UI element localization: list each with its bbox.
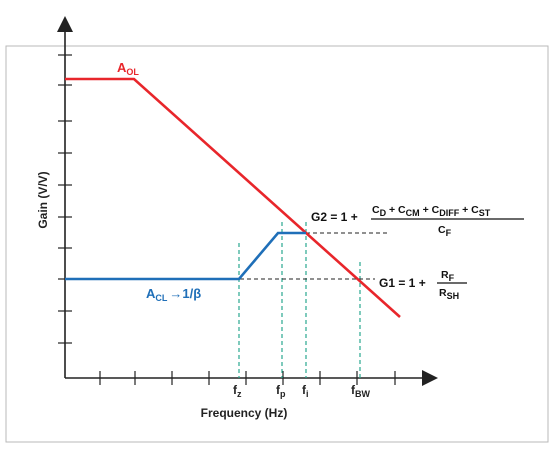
g1-equation: G1 = 1 + RF RSH	[379, 269, 467, 301]
g2-lhs: G2 = 1 +	[311, 210, 358, 224]
y-axis-label: Gain (V/V)	[36, 171, 50, 228]
x-axis-label: Frequency (Hz)	[201, 406, 288, 420]
aol-label: AOL	[117, 60, 139, 77]
gain-level-guides	[240, 232, 388, 280]
g2-denominator: CF	[438, 224, 452, 238]
fp-label: fp	[276, 383, 286, 399]
g1-numerator: RF	[441, 269, 455, 283]
g1-denominator: RSH	[439, 287, 459, 301]
g1-lhs: G1 = 1 +	[379, 276, 426, 290]
aol-curve	[65, 77, 401, 318]
fi-label: fi	[302, 383, 309, 399]
fbw-label: fBW	[351, 383, 370, 399]
acl-curve	[65, 231, 306, 281]
x-ticks	[99, 371, 396, 385]
frequency-guides	[238, 222, 361, 378]
fz-label: fz	[233, 383, 242, 399]
g2-numerator: CD + CCM + CDIFF + CST	[372, 204, 491, 218]
figure-border	[5, 45, 549, 443]
g2-equation: G2 = 1 + CD + CCM + CDIFF + CST CF	[311, 204, 524, 238]
acl-label: ACL →1/β	[146, 286, 201, 303]
